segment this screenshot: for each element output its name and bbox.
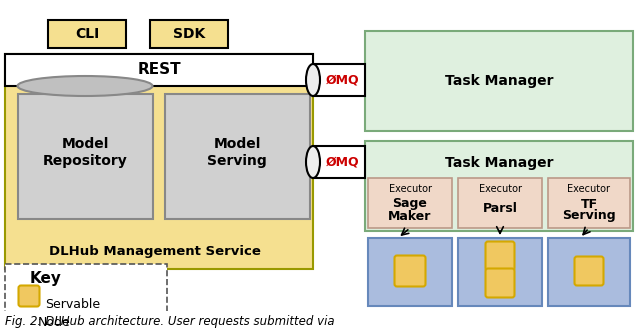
Bar	[548, 178, 630, 228]
Text: Node: Node	[38, 315, 71, 328]
Text: TF: TF	[580, 198, 598, 211]
Text: Executor: Executor	[388, 184, 431, 194]
Text: Parsl: Parsl	[483, 202, 517, 214]
Text: ØMQ: ØMQ	[326, 156, 360, 168]
Ellipse shape	[306, 64, 320, 96]
Ellipse shape	[17, 76, 152, 96]
Bar	[548, 238, 630, 306]
Bar	[14, 316, 32, 328]
Bar	[5, 54, 313, 269]
Bar	[368, 178, 452, 228]
Text: Serving: Serving	[562, 210, 616, 222]
Text: ØMQ: ØMQ	[326, 73, 360, 86]
FancyBboxPatch shape	[575, 257, 604, 286]
FancyBboxPatch shape	[486, 268, 515, 298]
Bar	[458, 178, 542, 228]
Bar	[150, 20, 228, 48]
Text: DLHub Management Service: DLHub Management Service	[49, 245, 261, 258]
Text: Model: Model	[61, 137, 109, 151]
Text: Task Manager: Task Manager	[445, 156, 553, 170]
Text: CLI: CLI	[75, 27, 99, 41]
Text: Servable: Servable	[45, 298, 100, 310]
Bar	[18, 94, 153, 219]
Bar	[368, 238, 452, 306]
FancyBboxPatch shape	[394, 256, 426, 287]
Text: Model: Model	[213, 137, 260, 151]
Text: Serving: Serving	[207, 154, 267, 168]
Bar	[365, 141, 633, 231]
Text: Key: Key	[30, 270, 62, 286]
Bar	[313, 146, 365, 178]
Bar	[5, 264, 167, 331]
Ellipse shape	[306, 146, 320, 178]
FancyBboxPatch shape	[19, 286, 40, 307]
Text: Task Manager: Task Manager	[445, 74, 553, 88]
Bar	[313, 64, 365, 96]
Text: Fig. 2: DLHub architecture. User requests submitted via: Fig. 2: DLHub architecture. User request…	[5, 314, 335, 327]
Text: Sage: Sage	[392, 198, 428, 211]
Text: SDK: SDK	[173, 27, 205, 41]
Text: Executor: Executor	[568, 184, 611, 194]
Bar	[165, 94, 310, 219]
Text: REST: REST	[137, 63, 181, 77]
FancyBboxPatch shape	[486, 242, 515, 270]
Bar	[365, 31, 633, 131]
Text: Maker: Maker	[388, 210, 432, 222]
Text: Repository: Repository	[43, 154, 127, 168]
Bar	[5, 54, 313, 86]
Text: Executor: Executor	[479, 184, 522, 194]
Bar	[48, 20, 126, 48]
Bar	[458, 238, 542, 306]
